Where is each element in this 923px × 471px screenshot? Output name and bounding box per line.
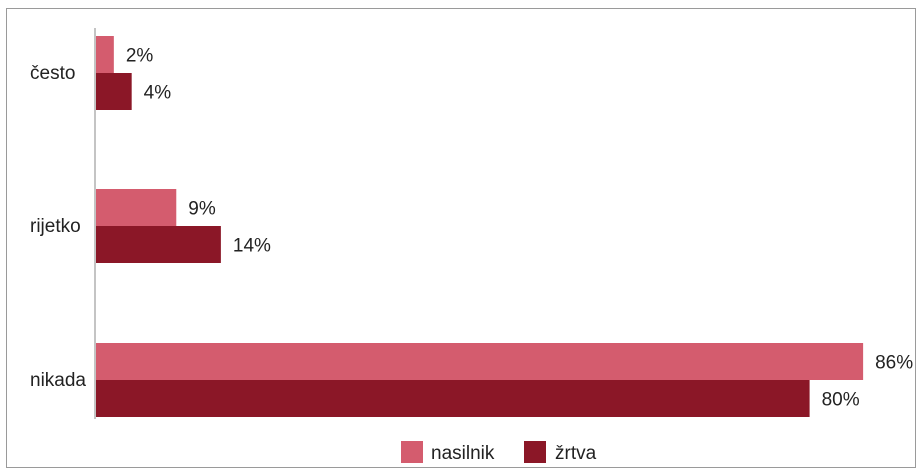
legend-label: žrtva: [555, 443, 597, 464]
bar: [96, 343, 864, 380]
legend-label: nasilnik: [431, 443, 495, 464]
legend-swatch: [401, 441, 423, 463]
category-label: nikada: [30, 370, 86, 391]
bar: [96, 73, 132, 110]
bar: [96, 226, 221, 263]
data-label: 80%: [822, 390, 860, 411]
data-label: 4%: [144, 83, 172, 104]
data-label: 2%: [126, 46, 154, 67]
data-label: 9%: [188, 199, 216, 220]
data-label: 14%: [233, 236, 271, 257]
bar: [96, 189, 177, 226]
bar: [96, 36, 114, 73]
bar: [96, 380, 810, 417]
category-label: rijetko: [30, 216, 81, 237]
legend-swatch: [524, 441, 546, 463]
category-label: često: [30, 63, 75, 84]
data-label: 86%: [875, 353, 913, 374]
